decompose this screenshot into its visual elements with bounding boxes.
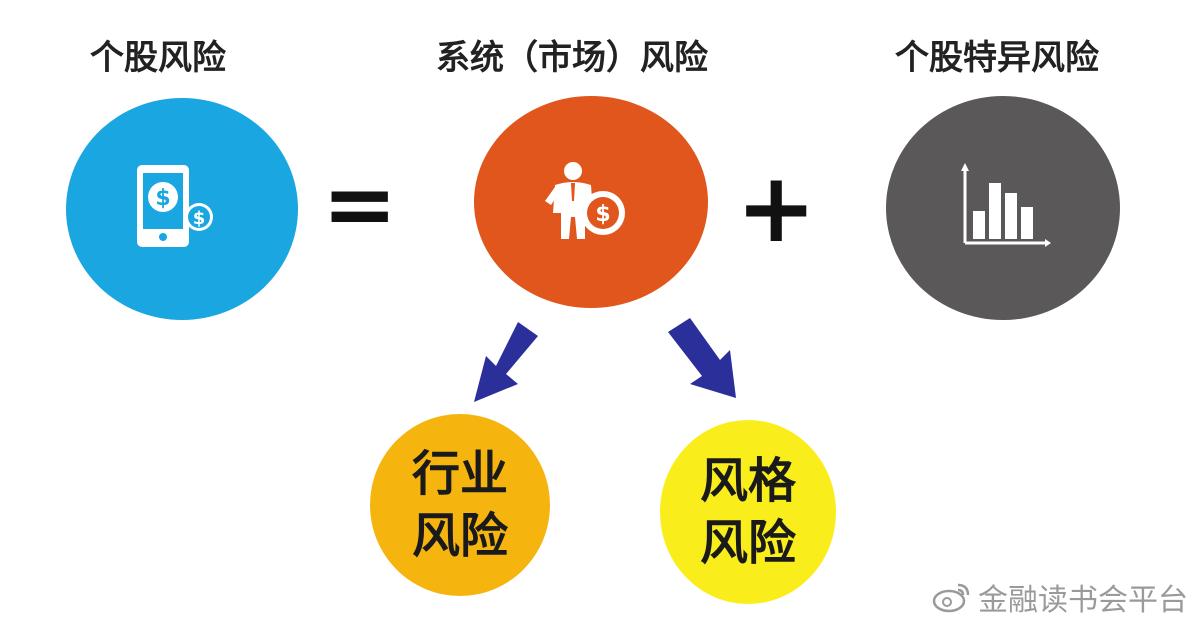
style-risk-circle: 风格 风险 <box>660 420 836 604</box>
industry-risk-line1: 行业 <box>411 446 508 502</box>
watermark: 金融读书会平台 <box>932 575 1188 619</box>
systematic-risk-circle: $ <box>474 96 708 308</box>
systematic-risk-label: 系统（市场）风险 <box>436 38 708 78</box>
style-risk-line2: 风险 <box>699 515 796 571</box>
stock-risk-label: 个股风险 <box>90 38 226 78</box>
svg-text:$: $ <box>595 202 610 227</box>
industry-risk-circle: 行业 风险 <box>370 414 550 596</box>
svg-text:$: $ <box>193 208 206 229</box>
equals-sign: = <box>322 152 398 257</box>
idiosyncratic-risk-circle <box>886 96 1120 320</box>
stock-risk-circle: $ $ <box>66 98 298 320</box>
businessman-coin-icon: $ <box>545 162 625 239</box>
arrow-to-style <box>668 318 736 398</box>
industry-risk-line2: 风险 <box>411 508 508 564</box>
svg-text:$: $ <box>155 186 170 211</box>
arrow-to-industry <box>474 322 538 402</box>
phone-dollar-icon: $ $ <box>137 165 213 247</box>
idiosyncratic-risk-label: 个股特异风险 <box>895 38 1099 78</box>
plus-sign: + <box>736 152 817 264</box>
watermark-text: 金融读书会平台 <box>978 583 1188 618</box>
bar-chart-icon <box>961 163 1051 247</box>
style-risk-line1: 风格 <box>699 453 796 509</box>
weibo-icon <box>932 583 970 613</box>
